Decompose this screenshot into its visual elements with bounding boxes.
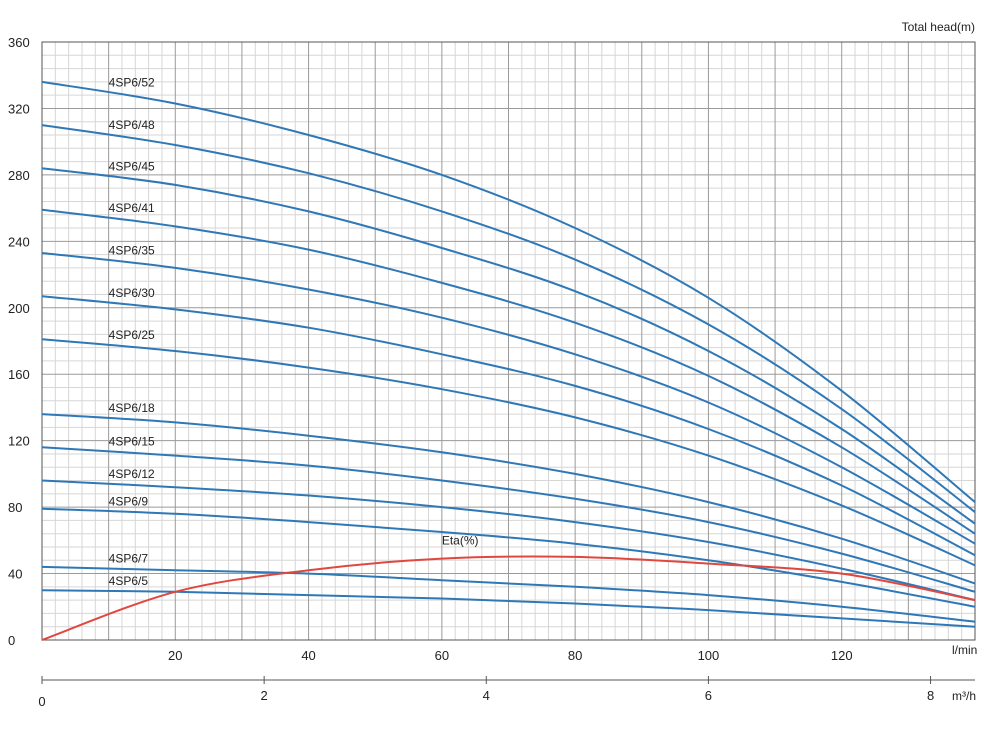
series-label-4sp6-30: 4SP6/30 [109, 286, 155, 300]
x-tick-label: 120 [831, 648, 853, 663]
series-label-4sp6-48: 4SP6/48 [109, 118, 155, 132]
curve-4sp6-52 [41, 80, 976, 503]
series-label-4sp6-35: 4SP6/35 [109, 243, 155, 257]
series-label-4sp6-12: 4SP6/12 [109, 467, 155, 481]
x-axis-ticks: 20 40 60 80 100 120 [168, 648, 853, 663]
curve-4sp6-12 [41, 479, 976, 602]
curve-4sp6-35 [41, 252, 976, 545]
x-axis-title: l/min [952, 643, 977, 657]
y-tick-label: 40 [8, 567, 22, 582]
curve-4sp6-18 [41, 413, 976, 585]
y-tick-label: 240 [8, 234, 30, 249]
plot-frame [41, 41, 976, 641]
series-label-4sp6-18: 4SP6/18 [109, 401, 155, 415]
curve-4sp6-30 [41, 295, 976, 557]
y-tick-label: 120 [8, 434, 30, 449]
y-tick-label: 80 [8, 500, 22, 515]
y-tick-label: 280 [8, 168, 30, 183]
curve-4sp6-48 [41, 124, 976, 513]
series-label-4sp6-7: 4SP6/7 [109, 552, 149, 566]
curve-4sp6-15 [41, 446, 976, 593]
series-label-4sp6-52: 4SP6/52 [109, 76, 155, 90]
x2-tick-label: 6 [705, 688, 712, 703]
series-label-4sp6-25: 4SP6/25 [109, 328, 155, 342]
curves [41, 80, 976, 641]
curve-4sp6-9 [41, 507, 976, 608]
x2-tick-label: 2 [261, 688, 268, 703]
x-tick-label: 40 [301, 648, 315, 663]
secondary-x-axis-title: m³/h [952, 689, 976, 703]
y-tick-label: 320 [8, 101, 30, 116]
curve-4sp6-41 [41, 208, 976, 535]
curve-4sp6-7 [41, 565, 976, 623]
secondary-x-axis-ticks: 0 2 4 6 8 [38, 676, 934, 709]
x-tick-label: 60 [435, 648, 449, 663]
series-label-4sp6-45: 4SP6/45 [109, 160, 155, 174]
y-tick-label: 200 [8, 301, 30, 316]
series-label-4sp6-15: 4SP6/15 [109, 434, 155, 448]
y-tick-label: 160 [8, 367, 30, 382]
x-tick-label: 80 [568, 648, 582, 663]
y-tick-label: 0 [8, 633, 15, 648]
x2-tick-label: 4 [483, 688, 490, 703]
curve-4sp6-45 [41, 167, 976, 525]
curve-4sp6-5 [41, 589, 976, 628]
y-axis-ticks: 0 40 80 120 160 200 240 280 320 360 [8, 35, 30, 648]
series-label-eta: Eta(%) [442, 534, 479, 548]
x-tick-label: 100 [698, 648, 720, 663]
series-label-4sp6-9: 4SP6/9 [109, 494, 149, 508]
curve-eta [41, 555, 976, 641]
series-label-4sp6-5: 4SP6/5 [109, 574, 149, 588]
series-label-4sp6-41: 4SP6/41 [109, 201, 155, 215]
x-tick-label: 20 [168, 648, 182, 663]
y-tick-label: 360 [8, 35, 30, 50]
curve-4sp6-25 [41, 338, 976, 567]
series-labels: 4SP6/52 4SP6/48 4SP6/45 4SP6/41 4SP6/35 4SP6/… [109, 76, 479, 588]
y-axis-title: Total head(m) [902, 20, 975, 34]
x2-tick-label: 0 [38, 694, 45, 709]
x2-tick-label: 8 [927, 688, 934, 703]
